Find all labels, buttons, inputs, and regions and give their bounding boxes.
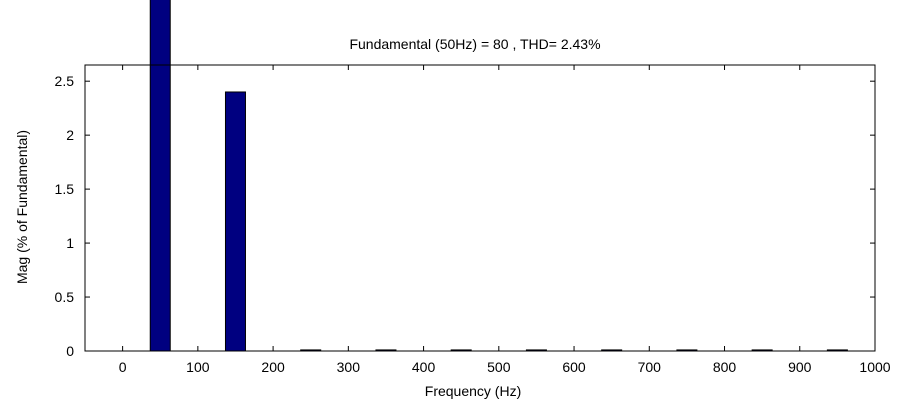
x-tick-label: 800: [713, 359, 737, 375]
x-tick-label: 100: [186, 359, 210, 375]
y-tick-label: 0.5: [55, 289, 75, 305]
y-tick-label: 2.5: [55, 73, 75, 89]
x-tick-label: 400: [412, 359, 436, 375]
bar-50hz: [149, 0, 171, 351]
x-tick-label: 0: [119, 359, 127, 375]
y-tick-label: 1.5: [55, 181, 75, 197]
plot-frame: [84, 64, 876, 352]
y-axis-title: Mag (% of Fundamental): [14, 130, 30, 284]
x-tick-label: 1000: [859, 359, 890, 375]
x-tick-label: 500: [487, 359, 511, 375]
x-tick-label: 300: [337, 359, 361, 375]
x-axis-title: Frequency (Hz): [425, 383, 521, 399]
y-tick-label: 1: [66, 235, 74, 251]
plot-title: Fundamental (50Hz) = 80 , THD= 2.43%: [349, 36, 600, 52]
y-tick-label: 0: [66, 343, 74, 359]
bar-150hz: [224, 91, 246, 351]
y-tick-label: 2: [66, 127, 74, 143]
x-tick-label: 600: [562, 359, 586, 375]
x-tick-label: 700: [638, 359, 662, 375]
x-tick-label: 900: [788, 359, 812, 375]
x-tick-label: 200: [261, 359, 285, 375]
